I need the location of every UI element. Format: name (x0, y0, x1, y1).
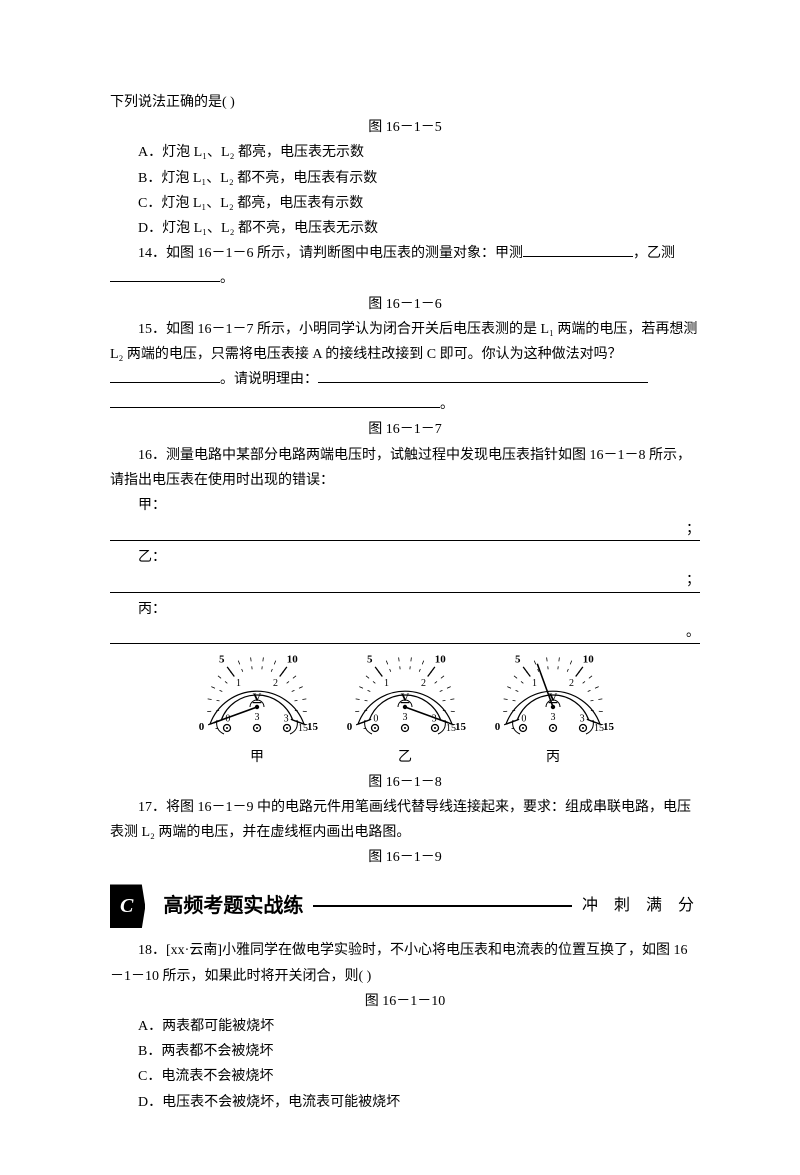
svg-text:1: 1 (384, 678, 389, 689)
meter-c: 0510150123V-315 丙 (488, 652, 618, 769)
q14-line2: 。 (110, 266, 700, 291)
q15-blank3[interactable] (110, 407, 440, 408)
svg-text:3: 3 (432, 714, 437, 725)
svg-text:5: 5 (367, 654, 373, 666)
svg-text:10: 10 (583, 654, 595, 666)
q14: 14．如图 16－1－6 所示，请判断图中电压表的测量对象：甲测 ，乙测 (110, 241, 700, 266)
q14-blank1[interactable] (523, 256, 633, 257)
svg-text:3: 3 (284, 714, 289, 725)
q16-yi: 乙： (110, 545, 700, 570)
semicolon-2: ； (686, 568, 700, 593)
choice-18A: A．两表都可能被烧坏 (110, 1014, 700, 1039)
svg-text:2: 2 (421, 678, 426, 689)
q14-text-c: 。 (220, 271, 234, 286)
svg-text:2: 2 (569, 678, 574, 689)
svg-text:1: 1 (236, 678, 241, 689)
q16-jia: 甲： (110, 493, 700, 518)
q15-b-line: 。请说明理由： (110, 367, 700, 392)
banner-right: 冲 刺 满 分 (582, 892, 700, 921)
meter-b-svg: 0510150123V-315 (340, 652, 470, 737)
q16-a: 16．测量电路中某部分电路两端电压时，试触过程中发现电压表指针如图 16－1－8… (110, 443, 700, 493)
q-intro: 下列说法正确的是( ) (110, 90, 700, 115)
q14-text-b: ，乙测 (633, 246, 675, 261)
meters-row: 0510150123V-315 甲 0510150123V-315 乙 0510… (110, 652, 700, 769)
meter-a-svg: 0510150123V-315 (192, 652, 322, 737)
q18: 18．[xx·云南]小雅同学在做电学实验时，不小心将电压表和电流表的位置互换了，… (110, 938, 700, 988)
q16-bing-blank[interactable]: 。 (110, 624, 700, 645)
meter-a-label: 甲 (192, 745, 322, 770)
fig5-caption: 图 16－1－5 (110, 115, 700, 140)
meter-b-label: 乙 (340, 745, 470, 770)
q16-yi-blank[interactable]: ； (110, 572, 700, 593)
banner-title: 高频考题实战练 (163, 888, 303, 924)
choice-18C: C．电流表不会被烧坏 (110, 1064, 700, 1089)
choice-18B: B．两表都不会被烧坏 (110, 1039, 700, 1064)
svg-text:15: 15 (298, 723, 308, 734)
q14-blank2[interactable] (110, 281, 220, 282)
q15-c-line: 。 (110, 392, 700, 417)
q14-text-a: 14．如图 16－1－6 所示，请判断图中电压表的测量对象：甲测 (138, 246, 523, 261)
q16-jia-blank[interactable]: ； (110, 520, 700, 541)
svg-text:3: 3 (580, 714, 585, 725)
svg-text:15: 15 (603, 722, 615, 734)
svg-text:0: 0 (373, 714, 378, 725)
choice-18D: D．电压表不会被烧坏，电流表可能被烧坏 (110, 1090, 700, 1115)
svg-text:15: 15 (594, 723, 604, 734)
svg-text:5: 5 (219, 654, 225, 666)
q17: 17．将图 16－1－9 中的电路元件用笔画线代替导线连接起来，要求：组成串联电… (110, 795, 700, 845)
q15-a: 15．如图 16－1－7 所示，小明同学认为闭合开关后电压表测的是 L₁ 两端的… (110, 317, 700, 367)
choice-5C: C．灯泡 L₁、L₂ 都亮，电压表有示数 (110, 191, 700, 216)
choice-5B: B．灯泡 L₁、L₂ 都不亮，电压表有示数 (110, 166, 700, 191)
svg-text:0: 0 (199, 722, 205, 734)
svg-text:V: V (253, 690, 262, 704)
section-banner: C 高频考题实战练 冲 刺 满 分 (110, 884, 700, 928)
meter-a: 0510150123V-315 甲 (192, 652, 322, 769)
q15-c: 。 (440, 397, 454, 412)
fig9-caption: 图 16－1－9 (110, 845, 700, 870)
q15-blank1[interactable] (110, 382, 220, 383)
svg-text:15: 15 (455, 722, 467, 734)
svg-text:3: 3 (403, 712, 408, 723)
meter-c-label: 丙 (488, 745, 618, 770)
svg-text:3: 3 (255, 712, 260, 723)
q16-bing: 丙： (110, 597, 700, 622)
banner-spacer (313, 905, 572, 907)
q15-blank2[interactable] (318, 382, 648, 383)
fig7-caption: 图 16－1－7 (110, 417, 700, 442)
svg-text:V: V (401, 690, 410, 704)
fig10-caption: 图 16－1－10 (110, 989, 700, 1014)
svg-text:15: 15 (446, 723, 456, 734)
svg-text:10: 10 (435, 654, 447, 666)
svg-text:0: 0 (495, 722, 501, 734)
svg-text:1: 1 (532, 678, 537, 689)
meter-b: 0510150123V-315 乙 (340, 652, 470, 769)
choice-5D: D．灯泡 L₁、L₂ 都不亮，电压表无示数 (110, 216, 700, 241)
fig6-caption: 图 16－1－6 (110, 292, 700, 317)
period-1: 。 (686, 620, 700, 645)
svg-text:15: 15 (307, 722, 319, 734)
svg-text:2: 2 (273, 678, 278, 689)
meter-c-svg: 0510150123V-315 (488, 652, 618, 737)
svg-text:5: 5 (515, 654, 521, 666)
svg-text:0: 0 (347, 722, 353, 734)
banner-flag: C (110, 884, 145, 928)
banner-c: C (120, 888, 133, 924)
choice-5A: A．灯泡 L₁、L₂ 都亮，电压表无示数 (110, 140, 700, 165)
svg-text:0: 0 (521, 714, 526, 725)
svg-text:0: 0 (225, 714, 230, 725)
q15-b: 。请说明理由： (220, 372, 318, 387)
semicolon-1: ； (686, 517, 700, 542)
svg-text:10: 10 (287, 654, 299, 666)
svg-text:3: 3 (551, 712, 556, 723)
fig8-caption: 图 16－1－8 (110, 770, 700, 795)
